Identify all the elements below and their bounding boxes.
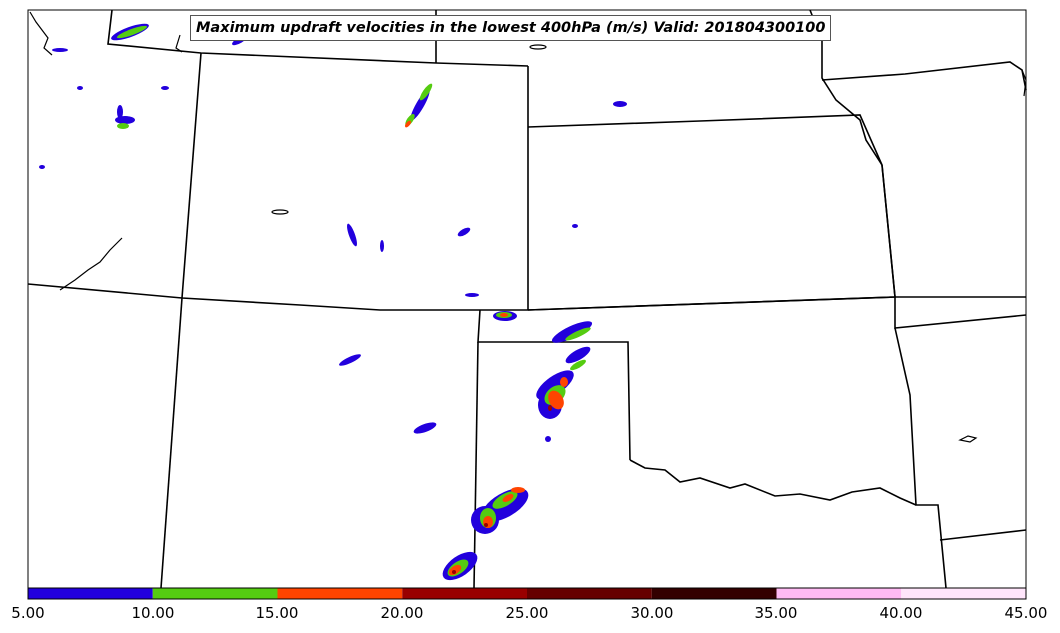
colorbar-tick-label: 10.00 (132, 604, 175, 622)
colorbar-outline (27, 587, 1027, 600)
colorbar-tick-label: 25.00 (506, 604, 549, 622)
colorbar: 5.00 10.00 15.00 20.00 25.00 30.00 35.00… (11, 587, 1048, 622)
colorbar-tick-label: 30.00 (631, 604, 674, 622)
colorbar-bin (776, 588, 902, 599)
colorbar-bin (527, 588, 652, 599)
colorbar-bin (152, 588, 278, 599)
updraft-contours (39, 23, 627, 581)
colorbar-bin (651, 588, 777, 599)
colorbar-bin (402, 588, 527, 599)
colorbar-bin (28, 588, 153, 599)
colorbar-bin (277, 588, 403, 599)
map-title: Maximum updraft velocities in the lowest… (190, 15, 832, 41)
colorbar-tick-label: 15.00 (256, 604, 299, 622)
state-boundaries (27, 9, 1027, 589)
colorbar-tick-label: 5.00 (11, 604, 44, 622)
colorbar-tick-label: 40.00 (880, 604, 923, 622)
colorbar-tick-label: 45.00 (1005, 604, 1048, 622)
colorbar-bin (901, 588, 1026, 599)
colorbar-tick-label: 35.00 (755, 604, 798, 622)
lake-outlines (29, 11, 1027, 443)
colorbar-tick-label: 20.00 (381, 604, 424, 622)
map-frame (27, 9, 1027, 589)
